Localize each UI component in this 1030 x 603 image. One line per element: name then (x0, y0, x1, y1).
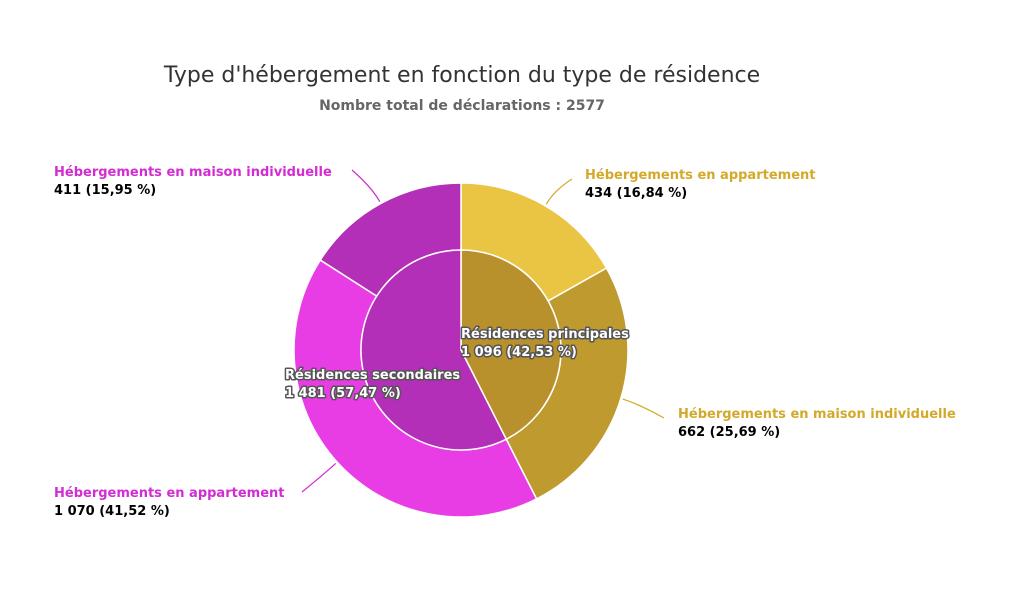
inner-slice-1[interactable] (360, 249, 508, 451)
chart-subtitle: Nombre total de déclarations : 2577 (319, 98, 605, 114)
outer-label-name-3: Hébergements en maison individuelle (54, 165, 332, 180)
inner-label-name-0: Résidences principales (461, 327, 629, 342)
connector-3 (351, 169, 381, 203)
outer-label-name-1: Hébergements en maison individuelle (678, 407, 956, 422)
connector-lines (301, 169, 665, 493)
inner-label-name-1: Résidences secondaires (285, 368, 460, 383)
inner-label-value-0: 1 096 (42,53 %) (461, 345, 577, 360)
inner-slice-0[interactable] (460, 249, 562, 441)
outer-label-name-0: Hébergements en appartement (585, 168, 815, 183)
connector-1 (622, 398, 665, 419)
outer-label-value-3: 411 (15,95 %) (54, 183, 156, 198)
outer-ring (293, 182, 629, 518)
outer-label-value-1: 662 (25,69 %) (678, 425, 780, 440)
connector-2 (301, 462, 337, 493)
outer-label-name-2: Hébergements en appartement (54, 486, 284, 501)
inner-label-value-1: 1 481 (57,47 %) (285, 386, 401, 401)
outer-label-value-0: 434 (16,84 %) (585, 186, 687, 201)
outer-label-value-2: 1 070 (41,52 %) (54, 504, 170, 519)
chart-title: Type d'hébergement en fonction du type d… (163, 63, 760, 88)
inner-ring (360, 249, 562, 451)
connector-0 (545, 178, 573, 205)
data-labels: Résidences principales 1 096 (42,53 %)Rés… (54, 165, 956, 519)
